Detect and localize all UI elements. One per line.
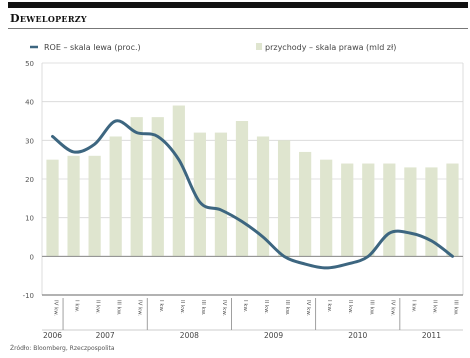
y-tick-label: 30 <box>25 137 34 145</box>
y-tick-label: -10 <box>23 292 34 300</box>
revenue-bar <box>320 159 333 257</box>
header-top-rule <box>8 2 468 8</box>
revenue-bar <box>88 155 101 257</box>
x-tick-label: I kw. <box>410 300 416 313</box>
x-tick-label: I kw. <box>242 300 248 313</box>
revenue-bar <box>109 136 122 257</box>
y-axis-ticks: -10 0 10 20 30 40 50 <box>23 60 34 300</box>
x-tick-label: III kw. <box>452 300 458 316</box>
grid-lines <box>41 62 464 296</box>
revenue-bar <box>46 159 59 257</box>
x-tick-label: II kw. <box>431 300 437 314</box>
x-tick-label: III kw. <box>116 300 122 316</box>
revenue-bar <box>172 105 185 257</box>
y-tick-label: 10 <box>25 215 34 223</box>
revenue-bar <box>404 167 417 257</box>
x-tick-label: I kw. <box>326 300 332 313</box>
x-tick-label: III kw. <box>368 300 374 316</box>
revenue-bar <box>341 163 354 257</box>
revenue-bar <box>235 121 249 257</box>
x-tick-label: IV kw. <box>137 300 143 316</box>
roe-line <box>51 119 454 270</box>
x-tick-label: I kw. <box>74 300 80 313</box>
revenue-bar <box>277 140 291 257</box>
legend-label-revenue: przychody – skala prawa (mld zł) <box>265 43 396 52</box>
y-tick-label: 40 <box>25 99 34 107</box>
revenue-bar <box>214 132 228 257</box>
source-note: Źródło: Bloomberg, Rzeczpospolita <box>10 345 115 352</box>
chart-legend: ROE – skala lewa (proc.) przychody – ska… <box>30 43 396 52</box>
roe-line-layer <box>51 119 454 270</box>
y-tick-label: 50 <box>25 60 34 68</box>
x-tick-label: II kw. <box>263 300 269 314</box>
year-label: 2011 <box>422 331 441 340</box>
x-tick-label: II kw. <box>179 300 185 314</box>
y-tick-label: 0 <box>30 253 34 261</box>
revenue-bar <box>193 132 206 257</box>
revenue-bar <box>299 151 312 257</box>
x-tick-label: III kw. <box>200 300 206 316</box>
legend-bar-swatch <box>256 43 262 50</box>
revenue-bar <box>130 117 143 257</box>
revenue-bar <box>67 155 80 257</box>
year-label: 2010 <box>348 331 367 340</box>
revenue-bar <box>383 163 396 257</box>
year-label: 2007 <box>96 331 115 340</box>
y-tick-label: 20 <box>25 176 34 184</box>
x-tick-label: II kw. <box>95 300 101 314</box>
x-tick-label: IV kw. <box>305 300 311 316</box>
chart-title: Deweloperzy <box>10 12 87 25</box>
x-tick-label: IV kw. <box>53 300 59 316</box>
revenue-bar <box>151 117 164 257</box>
header-divider <box>8 28 468 29</box>
x-tick-label: IV kw. <box>389 300 395 316</box>
x-tick-label: III kw. <box>284 300 290 316</box>
revenue-bar <box>362 163 375 257</box>
year-label: 2008 <box>180 331 199 340</box>
year-label: 2009 <box>264 331 283 340</box>
x-tick-label: II kw. <box>347 300 353 314</box>
revenue-bar <box>256 136 270 257</box>
x-tick-label: I kw. <box>158 300 164 313</box>
revenue-bar <box>446 163 459 257</box>
year-label: 2006 <box>43 331 62 340</box>
legend-label-roe: ROE – skala lewa (proc.) <box>44 43 141 52</box>
revenue-bar <box>425 167 438 257</box>
x-tick-label: IV kw. <box>221 300 227 316</box>
x-axis-ticks: IV kw. I kw. II kw. III kw. IV kw. I kw. II kw… <box>42 294 463 340</box>
